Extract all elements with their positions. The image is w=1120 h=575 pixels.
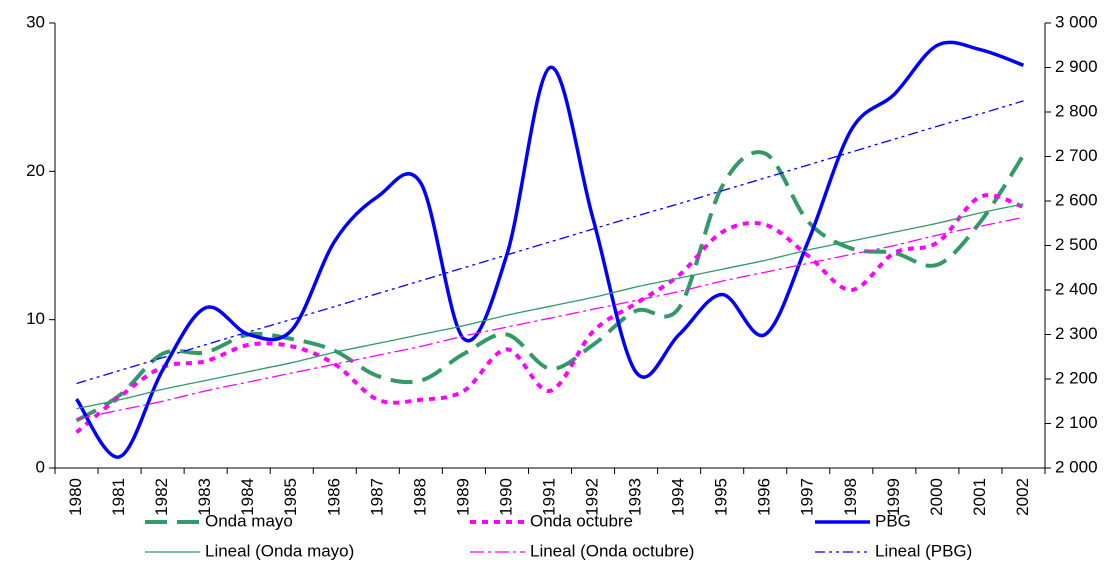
y-tick-label: 20 [26,161,45,180]
y2-tick-label: 2 000 [1055,457,1098,476]
legend-label: Onda mayo [205,511,293,530]
x-tick-label: 1997 [798,478,817,516]
x-tick-label: 1983 [195,478,214,516]
x-tick-label: 1989 [453,478,472,516]
y2-tick-label: 2 300 [1055,324,1098,343]
y2-tick-label: 2 800 [1055,101,1098,120]
y-tick-label: 30 [26,12,45,31]
x-tick-label: 1987 [367,478,386,516]
x-tick-label: 1993 [626,478,645,516]
y2-tick-label: 2 600 [1055,190,1098,209]
legend-label: Lineal (PBG) [875,541,972,560]
x-tick-label: 1992 [583,478,602,516]
x-tick-label: 1981 [109,478,128,516]
x-tick-label: 1990 [496,478,515,516]
x-tick-label: 1996 [755,478,774,516]
legend-label: PBG [875,511,911,530]
x-tick-label: 1980 [66,478,85,516]
y2-tick-label: 3 000 [1055,12,1098,31]
legend-label: Lineal (Onda mayo) [205,541,354,560]
y2-tick-label: 2 400 [1055,279,1098,298]
y2-tick-label: 2 100 [1055,413,1098,432]
legend-label: Onda octubre [530,511,633,530]
x-tick-label: 1998 [841,478,860,516]
x-tick-label: 1984 [238,478,257,516]
x-tick-label: 1985 [281,478,300,516]
series-line [75,193,1025,434]
x-tick-label: 1988 [410,478,429,516]
x-tick-label: 2002 [1013,478,1032,516]
y-tick-label: 10 [26,309,45,328]
y-tick-label: 0 [36,457,45,476]
series-line [76,216,1024,420]
y2-tick-label: 2 700 [1055,146,1098,165]
x-tick-label: 1982 [152,478,171,516]
y2-tick-label: 2 500 [1055,235,1098,254]
y2-tick-label: 2 200 [1055,368,1098,387]
series-line [75,40,1025,459]
legend-label: Lineal (Onda octubre) [530,541,694,560]
x-tick-label: 1995 [712,478,731,516]
x-tick-label: 1999 [884,478,903,516]
x-tick-label: 1991 [539,478,558,516]
series-line [76,203,1024,410]
series-line [76,100,1024,385]
x-tick-label: 2001 [970,478,989,516]
series-line [75,150,1026,423]
y2-tick-label: 2 900 [1055,57,1098,76]
x-tick-label: 1994 [669,478,688,516]
x-tick-label: 1986 [324,478,343,516]
x-tick-label: 2000 [927,478,946,516]
